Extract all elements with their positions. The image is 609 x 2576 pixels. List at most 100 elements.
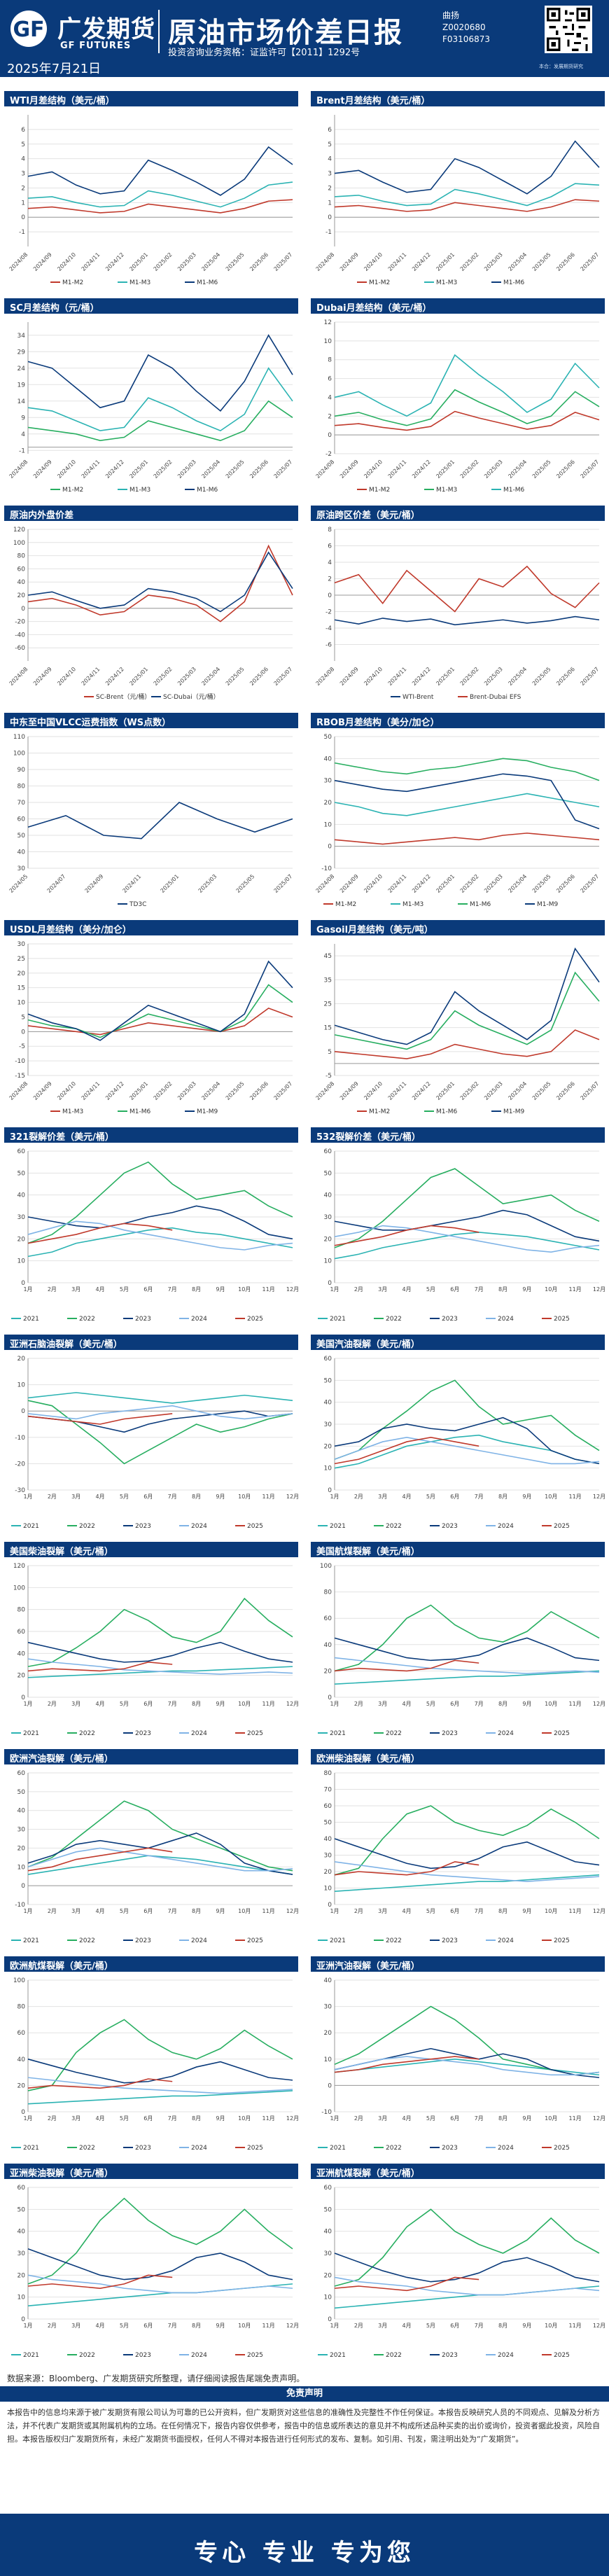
analyst-info: 曲扬 Z0020680 F03106873 [442,10,490,46]
chart-title-bar: 原油内外盘价差 [4,506,298,521]
x-tick-label: 12月 [593,2115,605,2122]
x-tick-label: 1月 [330,1908,339,1914]
x-tick-label: 10月 [238,1701,251,1707]
brand-name-en: GF FUTURES [60,41,132,51]
x-tick-label: 6月 [450,1286,459,1293]
series-line-SC-Dubai（元/桶） [27,551,293,613]
x-tick-label: 2024/10 [56,666,77,687]
y-tick-label: 40 [324,2229,332,2236]
x-tick-label: 1月 [23,1908,32,1914]
series-line-2021 [27,1392,293,1404]
chart-title: 亚洲航煤裂解（美元/桶） [316,2168,420,2179]
y-tick-label: 80 [18,2004,26,2011]
legend-label: M1-M3 [402,901,424,908]
series-line-2023 [334,1637,600,1662]
series-line-2023 [334,2253,600,2283]
series-line-2022 [334,1379,600,1460]
x-tick-label: 2024/11 [80,1080,102,1101]
chart-svg: 0 10 20 30 40 50 60 1月 2月 3月 4月 5月 6月 7月 8月 9月 10月 11月 12月… [11,2185,298,2359]
chart-title: WTI月差结构（美元/桶） [10,96,115,106]
chart-panel-18: 欧洲柴油裂解（美元/桶） 0 10 20 30 40 50 60 70 80 1月 2月 3月 4月 5月 6… [311,1749,605,1952]
legend-label: 2024 [498,1937,514,1944]
y-tick-label: 0 [328,2316,332,2323]
y-tick-label: 4 [328,559,332,566]
x-tick-label: 2024/11 [387,459,408,480]
x-tick-label: 2024/09 [32,666,53,687]
legend-label: 2025 [247,1316,263,1323]
legend-label: M1-M6 [503,487,525,494]
y-tick-label: 0 [21,2316,25,2323]
x-tick-label: 12月 [593,1494,605,1500]
x-tick-label: 8月 [192,1908,201,1914]
y-tick-label: 5 [328,1049,332,1056]
series-line-M1-M6 [27,146,293,196]
x-tick-label: 2025/05 [531,459,552,480]
chart-panel-20: 亚洲汽油裂解（美元/桶） -10 0 10 20 30 40 1月 2月 3月 4月 5月 6月 7月 8月… [311,1956,605,2159]
legend-label: 2021 [23,1523,39,1530]
y-tick-label: 0 [328,1902,332,1909]
legend-label: 2023 [135,1523,151,1530]
x-tick-label: 7月 [475,1701,484,1707]
y-tick-label: 40 [324,1977,332,1984]
y-tick-label: -40 [15,632,25,639]
chart-title: 美国柴油裂解（美元/桶） [10,1547,113,1557]
legend-label: 2021 [23,1316,39,1323]
x-tick-label: 2月 [48,1286,57,1293]
y-tick-label: 0 [21,1280,25,1287]
x-tick-label: 5月 [426,1701,435,1707]
x-tick-label: 8月 [192,1286,201,1293]
y-tick-label: 6 [21,127,25,134]
x-tick-label: 2025/05 [225,1080,246,1101]
y-tick-label: 12 [324,319,332,326]
y-tick-label: 19 [18,382,26,389]
x-tick-label: 7月 [168,1701,177,1707]
y-tick-label: 15 [18,985,25,992]
x-tick-label: 10月 [238,2115,251,2122]
y-tick-label: 10 [324,1465,332,1473]
x-tick-label: 2025/02 [153,251,174,272]
series-line-2023 [27,1832,293,1875]
x-tick-label: 2025/07 [273,1080,294,1101]
chart-title-bar: RBOB月差结构（美分/加仑） [311,713,605,728]
x-tick-label: 7月 [168,1494,177,1500]
series-line-2021 [334,1874,600,1892]
chart-title-bar: 原油跨区价差（美元/桶） [311,506,605,521]
x-tick-label: 3月 [71,1286,80,1293]
legend-label: 2021 [23,1937,39,1944]
y-tick-label: 10 [324,1258,332,1265]
x-tick-label: 4月 [402,1908,412,1914]
legend-label: 2025 [247,1730,263,1737]
chart-panel-4: Dubai月差结构（美元/桶） -2 0 2 4 6 8 10 12 2024/08 2024/09… [311,298,605,501]
legend-label: M1-M9 [537,901,559,908]
x-tick-label: 1月 [330,2115,339,2122]
x-tick-label: 7月 [168,2115,177,2122]
svg-text:GF: GF [13,18,44,42]
x-tick-label: 2024/09 [339,1080,360,1101]
legend-label: 2025 [554,2352,570,2359]
series-line-M1-M3 [27,1008,293,1036]
x-tick-label: 6月 [144,2115,153,2122]
qr-code-icon[interactable] [545,6,592,53]
legend-label: M1-M6 [197,279,218,286]
series-line-2024 [27,2274,293,2294]
chart-title: 原油跨区价差（美元/桶） [316,510,420,521]
x-tick-label: 2024/09 [339,251,360,272]
y-tick-label: 40 [324,1192,332,1199]
y-tick-label: 40 [324,1642,332,1649]
series-line-2022 [27,1400,293,1465]
x-tick-label: 2025/01 [160,873,181,894]
series-line-M1-M2 [334,199,600,212]
y-tick-label: 30 [324,1214,332,1221]
x-tick-label: 2025/05 [235,873,256,894]
x-tick-label: 2025/03 [197,873,218,894]
y-tick-label: 8 [328,357,332,364]
x-tick-label: 1月 [330,2323,339,2329]
x-tick-label: 12月 [286,1701,298,1707]
legend-label: 2022 [386,2352,402,2359]
x-tick-label: 2024/08 [315,459,336,480]
x-tick-label: 2025/01 [128,1080,149,1101]
chart-title-bar: 亚洲汽油裂解（美元/桶） [311,1956,605,1972]
